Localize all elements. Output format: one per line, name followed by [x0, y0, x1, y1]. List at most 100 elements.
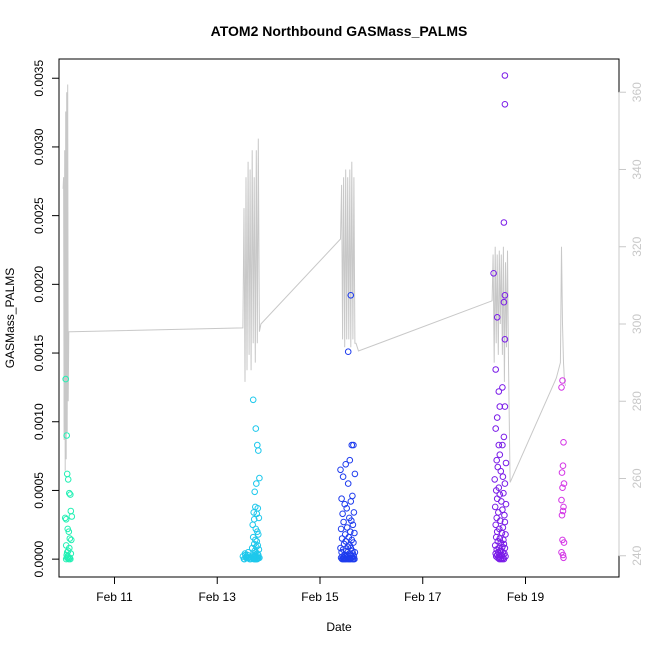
data-point [501, 292, 509, 299]
data-point [500, 555, 508, 563]
data-point [558, 384, 565, 391]
data-point [244, 551, 251, 559]
data-point [493, 456, 501, 464]
data-point [347, 498, 355, 505]
data-point [252, 480, 260, 487]
data-point [495, 388, 503, 395]
chart-title: ATOM2 Northbound GASMass_PALMS [211, 23, 468, 39]
data-point [559, 462, 567, 470]
data-point [349, 492, 356, 500]
data-point [560, 503, 567, 511]
y-axis-label: GASMass_PALMS [3, 268, 17, 368]
data-point [497, 539, 505, 546]
data-point [559, 551, 567, 559]
y2-tick-label: 300 [630, 314, 644, 334]
data-point [494, 554, 502, 562]
data-point [65, 528, 73, 536]
data-point [338, 495, 345, 503]
data-point [344, 348, 352, 356]
points-layer [61, 72, 568, 563]
data-point [559, 484, 566, 492]
x-axis: Feb 11 Feb 13 Feb 15 Feb 17 Feb 19 [96, 576, 545, 604]
data-point [495, 441, 503, 449]
data-point [501, 101, 509, 108]
data-point [497, 467, 505, 475]
data-point [558, 469, 566, 476]
data-point [67, 491, 74, 498]
data-point [498, 498, 505, 505]
data-point [244, 554, 252, 562]
y2-tick-label: 360 [630, 82, 644, 102]
data-point [492, 366, 500, 373]
data-point [560, 480, 568, 487]
data-point [495, 509, 502, 516]
data-point [501, 518, 509, 526]
altitude-line-layer [62, 84, 567, 483]
data-point [496, 451, 504, 459]
data-point [499, 524, 507, 531]
y-axis: 0.0000 0.0005 0.0010 0.0015 0.0020 0.0025 0.00… [32, 60, 60, 577]
data-point [500, 298, 508, 306]
data-point [339, 510, 346, 518]
data-point [241, 555, 248, 563]
data-point [254, 542, 262, 549]
x-tick-label: Feb 11 [96, 590, 133, 604]
data-point [560, 439, 567, 446]
data-point [68, 536, 75, 544]
data-point [341, 500, 349, 508]
data-point [252, 536, 259, 544]
data-point [255, 514, 263, 522]
data-point [496, 491, 504, 498]
data-point [63, 554, 71, 562]
data-point [68, 513, 76, 520]
data-point [492, 521, 500, 529]
data-point [337, 525, 345, 533]
x-tick-label: Feb 17 [404, 590, 442, 604]
y-tick-label: 0.0035 [32, 60, 46, 97]
y-tick-label: 0.0025 [32, 197, 46, 234]
data-point [61, 514, 69, 522]
data-point [67, 555, 74, 563]
data-point [491, 503, 499, 511]
data-point [250, 509, 257, 516]
data-point [351, 529, 358, 537]
data-point [558, 511, 566, 519]
data-point [349, 521, 357, 529]
y-tick-label: 0.0030 [32, 128, 46, 165]
data-point [342, 461, 350, 468]
y-tick-label: 0.0000 [32, 540, 46, 577]
data-point [500, 489, 507, 497]
data-point [62, 516, 70, 523]
y2-tick-label: 320 [630, 236, 644, 256]
data-point [347, 292, 355, 299]
x-tick-label: Feb 15 [301, 590, 339, 604]
data-point [502, 500, 510, 508]
data-point [342, 555, 350, 563]
y-tick-label: 0.0015 [32, 334, 46, 371]
data-point [502, 531, 509, 538]
data-point [256, 474, 263, 482]
data-point [346, 456, 354, 464]
data-point [63, 470, 71, 478]
data-point [490, 270, 497, 277]
data-point [493, 495, 501, 503]
data-point [559, 377, 566, 384]
x-tick-label: Feb 13 [199, 590, 237, 604]
data-point [252, 425, 260, 432]
data-point [498, 529, 506, 537]
data-point [251, 488, 258, 496]
data-point [339, 555, 347, 563]
data-point [349, 555, 356, 563]
data-point [501, 511, 508, 519]
y2-tick-label: 340 [630, 159, 644, 179]
altitude-line [62, 84, 567, 483]
data-point [337, 466, 344, 474]
data-point [496, 555, 503, 563]
y2-tick-label: 280 [630, 391, 644, 411]
data-point [254, 531, 262, 538]
x-tick-label: Feb 19 [507, 590, 545, 604]
data-point [500, 433, 508, 441]
data-point [501, 480, 509, 487]
y2-tick-label: 260 [630, 468, 644, 488]
